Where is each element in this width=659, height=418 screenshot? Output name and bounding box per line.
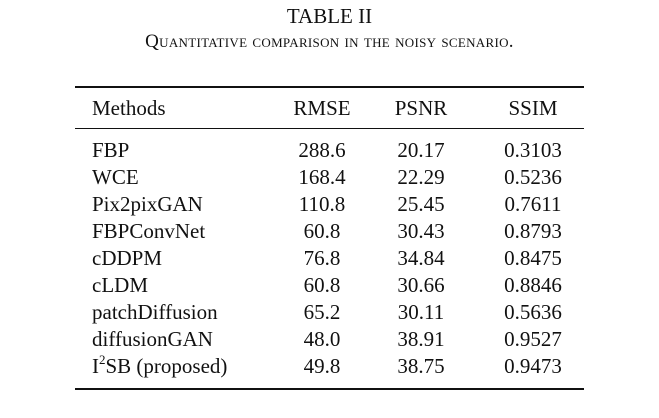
value-cell: 34.84 (397, 246, 445, 270)
table-caption: Quantitative comparison in the noisy sce… (145, 31, 514, 52)
value-cell: 0.9473 (504, 354, 562, 378)
method-cell: cLDM (92, 273, 148, 297)
header-cell: Methods (92, 96, 166, 120)
value-cell: 49.8 (303, 354, 341, 378)
method-cell: Pix2pixGAN (92, 192, 203, 216)
method-text: I (92, 354, 99, 378)
value-cell: 168.4 (298, 165, 346, 189)
method-cell: WCE (92, 165, 139, 189)
header-cell: RMSE (293, 96, 351, 120)
value-cell: 38.75 (397, 354, 445, 378)
method-cell: cDDPM (92, 246, 163, 270)
value-cell: 0.5236 (504, 165, 562, 189)
value-cell: 25.45 (397, 192, 445, 216)
value-cell: 0.8846 (504, 273, 562, 297)
value-cell: 76.8 (303, 246, 341, 270)
value-cell: 288.6 (298, 138, 346, 162)
value-cell: 22.29 (397, 165, 445, 189)
top-rule (75, 86, 584, 88)
value-cell: 0.9527 (504, 327, 562, 351)
value-cell: 0.8475 (504, 246, 562, 270)
value-cell: 30.43 (397, 219, 445, 243)
value-cell: 110.8 (298, 192, 346, 216)
value-cell: 60.8 (303, 219, 341, 243)
value-cell: 30.66 (397, 273, 445, 297)
bottom-rule (75, 388, 584, 390)
method-cell: FBPConvNet (92, 219, 206, 243)
method-cell: patchDiffusion (92, 300, 218, 324)
method-cell: diffusionGAN (92, 327, 213, 351)
value-cell: 0.7611 (504, 192, 562, 216)
method-cell: I2SB (proposed) (92, 352, 228, 378)
table-label: TABLE II (286, 4, 373, 28)
value-cell: 0.5636 (504, 300, 562, 324)
value-cell: 30.11 (397, 300, 445, 324)
header-cell: PSNR (394, 96, 448, 120)
value-cell: 60.8 (303, 273, 341, 297)
value-cell: 48.0 (303, 327, 341, 351)
method-cell: FBP (92, 138, 130, 162)
method-superscript: 2 (99, 352, 106, 367)
value-cell: 38.91 (397, 327, 445, 351)
value-cell: 0.8793 (504, 219, 562, 243)
method-text: SB (proposed) (105, 354, 228, 378)
mid-rule (75, 128, 584, 129)
value-cell: 20.17 (397, 138, 445, 162)
value-cell: 65.2 (303, 300, 341, 324)
value-cell: 0.3103 (504, 138, 562, 162)
header-cell: SSIM (508, 96, 558, 120)
